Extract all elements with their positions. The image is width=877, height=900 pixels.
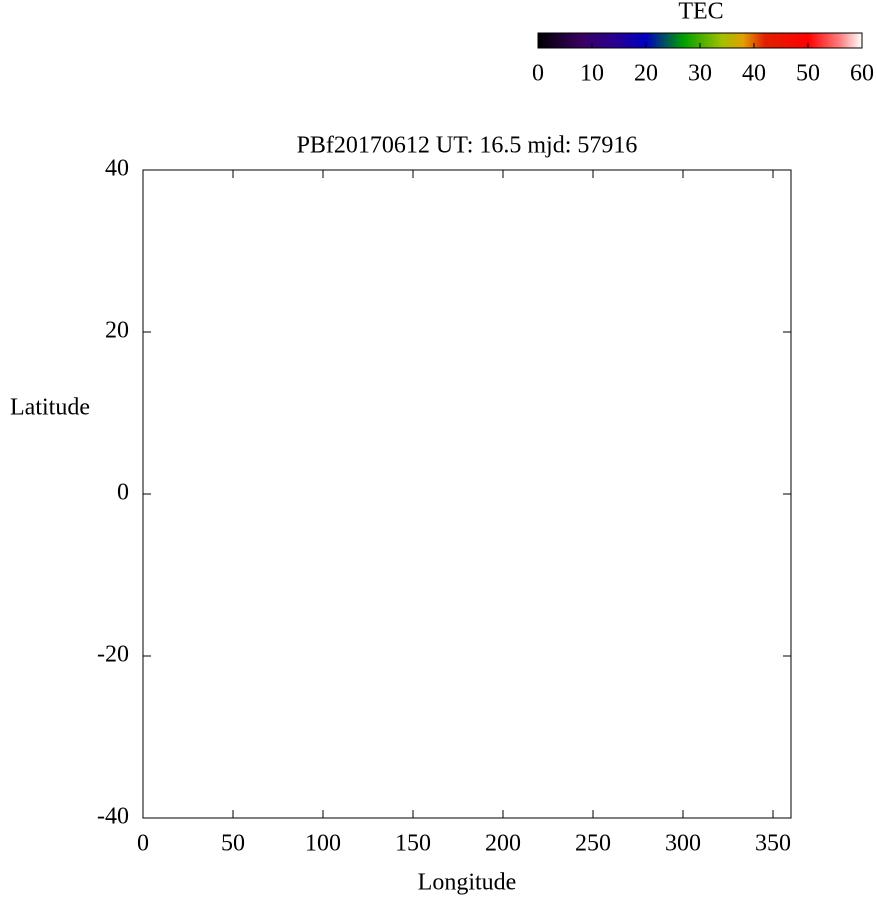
x-axis-label: Longitude bbox=[418, 870, 517, 896]
x-tick-label: 50 bbox=[221, 831, 245, 857]
y-axis-label: Latitude bbox=[10, 395, 90, 421]
x-tick-label: 100 bbox=[305, 831, 341, 857]
x-tick-label: 150 bbox=[395, 831, 431, 857]
colorbar-tick-label: 40 bbox=[742, 61, 766, 87]
y-tick-label: 20 bbox=[105, 318, 129, 344]
colorbar-tick-label: 0 bbox=[532, 61, 544, 87]
colorbar-tick-label: 10 bbox=[580, 61, 604, 87]
x-tick-label: 350 bbox=[755, 831, 791, 857]
colorbar-title: TEC bbox=[678, 0, 723, 25]
y-tick-label: 0 bbox=[117, 480, 129, 506]
y-tick-label: -40 bbox=[97, 804, 129, 830]
colorbar-tick-label: 20 bbox=[634, 61, 658, 87]
x-tick-label: 250 bbox=[575, 831, 611, 857]
chart-title: PBf20170612 UT: 16.5 mjd: 57916 bbox=[297, 133, 638, 159]
x-tick-label: 300 bbox=[665, 831, 701, 857]
plot-frame bbox=[142, 169, 792, 819]
colorbar-tick-label: 60 bbox=[850, 61, 874, 87]
colorbar-tick-label: 30 bbox=[688, 61, 712, 87]
y-tick-label: 40 bbox=[105, 156, 129, 182]
x-tick-label: 200 bbox=[485, 831, 521, 857]
colorbar-tick-label: 50 bbox=[796, 61, 820, 87]
x-tick-label: 0 bbox=[137, 831, 149, 857]
y-tick-label: -20 bbox=[97, 642, 129, 668]
